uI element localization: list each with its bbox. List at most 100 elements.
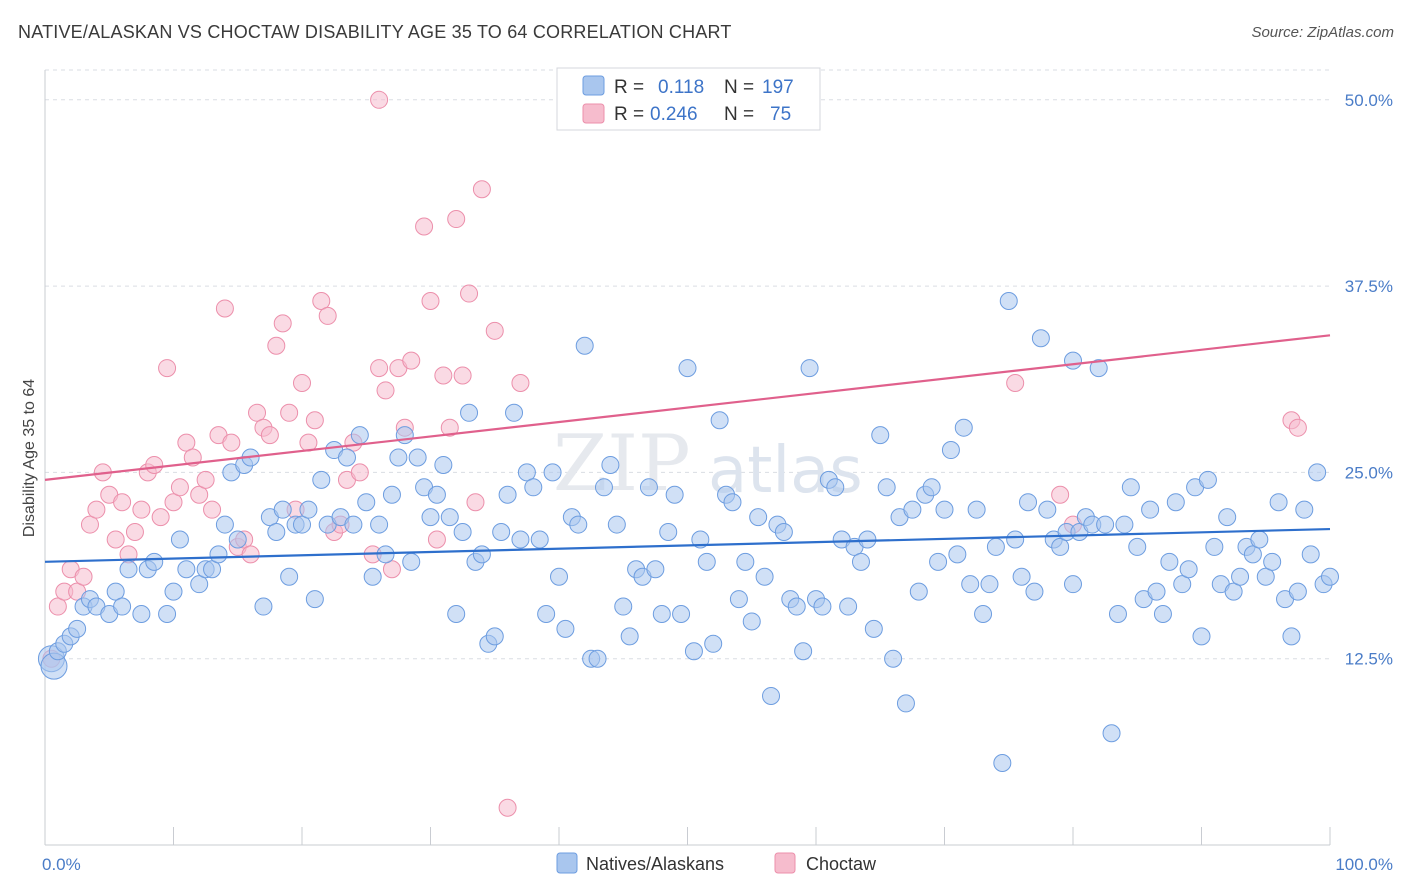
choctaw-point-14 [132, 500, 151, 519]
axes [44, 70, 1331, 846]
natives-point-161 [1102, 724, 1121, 743]
natives-point-189 [1282, 627, 1301, 646]
choctaw-point-6 [80, 515, 99, 534]
natives-point-29 [254, 597, 273, 616]
legend-n-value-1: 197 [762, 77, 794, 98]
natives-point-104 [736, 552, 755, 571]
choctaw-point-48 [350, 463, 369, 482]
natives-point-122 [851, 552, 870, 571]
natives-point-106 [749, 508, 768, 527]
natives-point-96 [684, 642, 703, 661]
natives-point-76 [556, 619, 575, 638]
natives-point-112 [787, 597, 806, 616]
stats-legend: R = 0.118 N = 197 R = 0.246 N = 75 [556, 67, 821, 131]
watermark: ZIP atlas [553, 419, 863, 509]
choctaw-point-27 [215, 299, 234, 318]
natives-point-19 [177, 560, 196, 579]
natives-point-193 [1308, 463, 1327, 482]
choctaw-point-28 [222, 433, 241, 452]
series-legend-label-1: Natives/Alaskans [586, 854, 724, 874]
choctaw-point-21 [177, 433, 196, 452]
natives-point-46 [363, 567, 382, 586]
choctaw-point-41 [305, 411, 324, 430]
choctaw-point-57 [421, 292, 440, 311]
choctaw-point-13 [125, 523, 144, 542]
y-tick-label-3: 50.0% [1345, 91, 1393, 110]
natives-point-43 [344, 515, 363, 534]
choctaw-point-58 [427, 530, 446, 549]
legend-r-label-1: R = [614, 77, 644, 98]
choctaw-point-31 [241, 545, 260, 564]
natives-point-99 [704, 634, 723, 653]
natives-point-47 [370, 515, 389, 534]
natives-point-78 [569, 515, 588, 534]
series-legend: Natives/Alaskans Choctaw [556, 852, 877, 874]
natives-point-75 [550, 567, 568, 586]
natives-point-13 [132, 604, 151, 623]
natives-point-183 [1243, 545, 1262, 564]
choctaw-point-59 [434, 366, 453, 385]
choctaw-point-1 [48, 597, 67, 616]
natives-point-22 [203, 560, 222, 579]
natives-point-38 [312, 470, 331, 489]
natives-point-155 [1064, 575, 1082, 594]
natives-point-50 [389, 448, 408, 467]
natives-point-146 [1006, 530, 1025, 549]
choctaw-trend-line [44, 334, 1331, 481]
natives-point-196 [1064, 351, 1082, 370]
choctaw-point-42 [312, 292, 331, 311]
natives-point-35 [293, 515, 311, 534]
legend-n-label-2: N = [724, 104, 754, 125]
natives-point-120 [839, 597, 858, 616]
natives-point-147 [1012, 567, 1031, 586]
trend-lines [44, 334, 1331, 563]
natives-point-15 [145, 552, 164, 571]
natives-point-181 [1231, 567, 1250, 586]
natives-point-116 [813, 597, 832, 616]
legend-n-label-1: N = [724, 77, 754, 98]
series-legend-swatch-pink [774, 852, 796, 874]
choctaw-point-63 [460, 284, 479, 303]
natives-point-79 [575, 336, 594, 355]
natives-point-26 [228, 530, 247, 549]
natives-point-139 [961, 575, 980, 594]
natives-point-185 [1256, 567, 1275, 586]
natives-point-134 [929, 552, 948, 571]
choctaw-point-7 [87, 500, 106, 519]
x-tick-label-0: 0.0% [42, 855, 81, 874]
natives-point-145 [999, 292, 1018, 311]
natives-point-159 [1089, 359, 1108, 378]
natives-point-32 [273, 500, 292, 519]
legend-swatch-pink [582, 103, 605, 124]
natives-point-44 [350, 426, 369, 445]
natives-point-52 [402, 552, 421, 571]
natives-point-169 [1153, 604, 1172, 623]
natives-points [37, 292, 1339, 773]
natives-point-17 [164, 582, 183, 601]
natives-point-90 [646, 560, 665, 579]
natives-point-103 [729, 590, 748, 609]
natives-point-136 [941, 441, 960, 460]
natives-point-123 [858, 530, 877, 549]
natives-point-170 [1160, 552, 1179, 571]
natives-point-83 [601, 455, 620, 474]
natives-point-144 [993, 754, 1012, 773]
natives-point-192 [1301, 545, 1320, 564]
natives-point-56 [427, 485, 446, 504]
choctaw-point-52 [382, 560, 401, 579]
natives-point-37 [305, 590, 324, 609]
choctaw-point-39 [293, 373, 311, 392]
natives-point-184 [1250, 530, 1269, 549]
natives-point-108 [762, 686, 781, 705]
natives-point-91 [652, 604, 671, 623]
choctaw-point-35 [267, 336, 286, 355]
natives-point-69 [511, 530, 530, 549]
choctaw-point-74 [1288, 418, 1307, 437]
natives-point-148 [1019, 493, 1038, 512]
choctaw-point-17 [151, 508, 170, 527]
choctaw-points [42, 90, 1307, 817]
natives-point-130 [903, 500, 922, 519]
natives-point-125 [871, 426, 890, 445]
natives-point-20 [190, 575, 209, 594]
